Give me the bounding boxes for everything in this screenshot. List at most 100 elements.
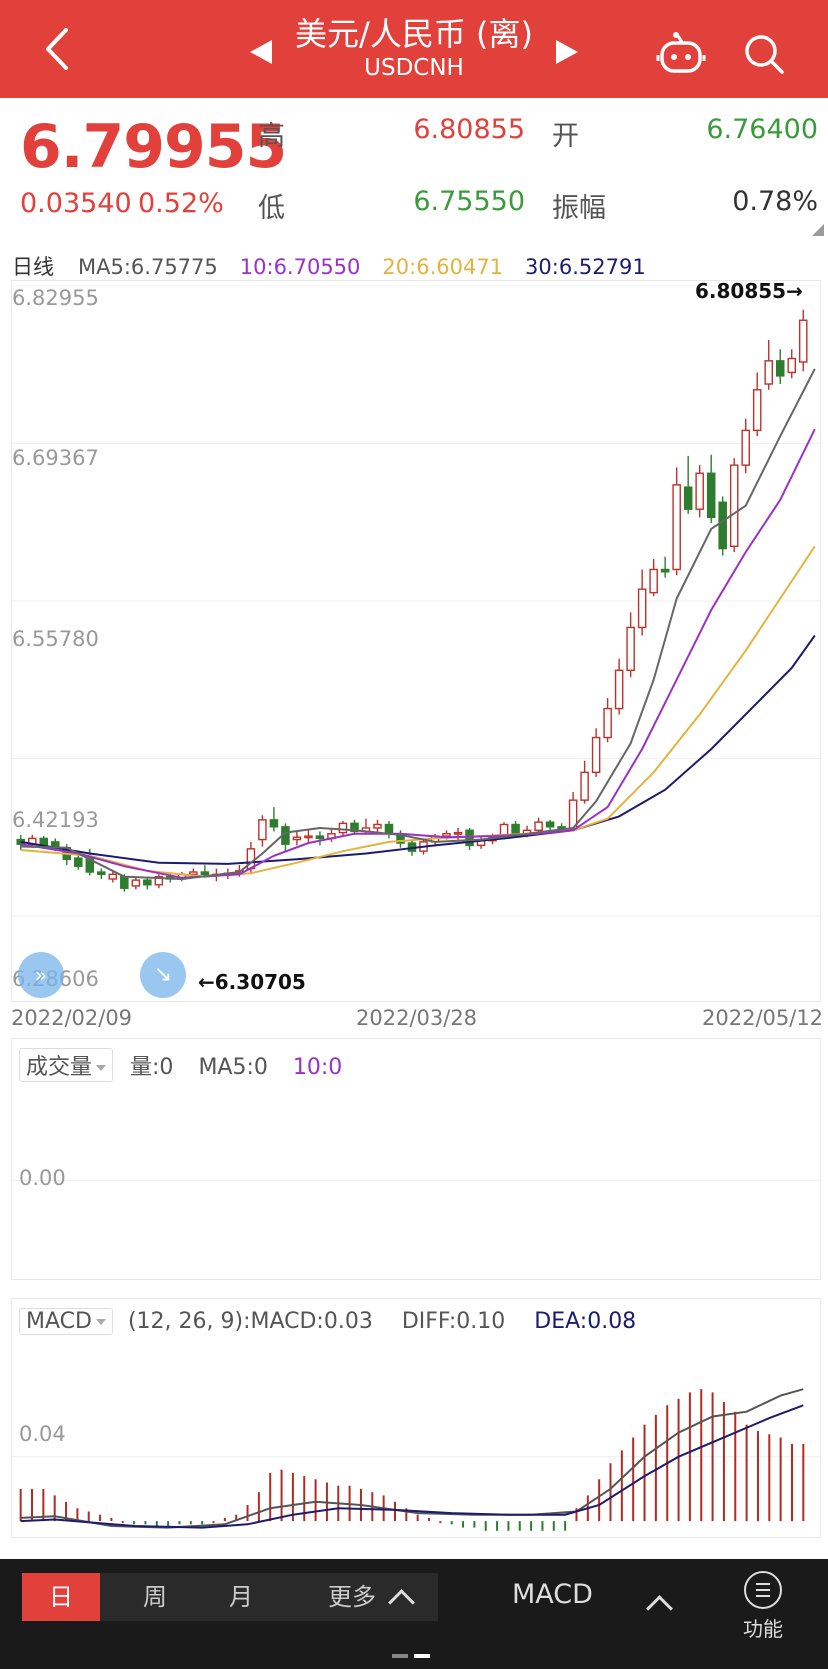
candle	[384, 823, 394, 835]
ma10-legend: 10:6.70550	[239, 255, 361, 279]
candle	[453, 831, 463, 835]
macd-dea: DEA:0.08	[534, 1309, 637, 1334]
y-tick: 6.55780	[12, 627, 99, 651]
candle	[74, 857, 83, 867]
candle	[120, 875, 129, 889]
page-dot-active	[414, 1654, 430, 1658]
period-label: 日线	[12, 255, 54, 279]
volume-selector[interactable]: 成交量	[19, 1048, 114, 1082]
tab-more[interactable]: 更多	[328, 1583, 376, 1611]
quote-panel: 6.79955 0.03540 0.52% 高 6.80855 开 6.7640…	[0, 98, 828, 248]
macd-diff: DIFF:0.10	[401, 1309, 506, 1334]
macd-params: (12, 26, 9):MACD:0.03	[127, 1309, 373, 1334]
x-tick: 2022/05/12	[702, 1006, 824, 1030]
top-bar: 美元/人民币 (离) USDCNH	[0, 0, 828, 98]
bottom-toolbar: 日 周 月 更多 MACD 功能	[0, 1559, 828, 1669]
candle	[442, 833, 451, 837]
expand-float-icon[interactable]: »	[18, 952, 64, 998]
candle	[614, 669, 624, 710]
macd-selector-label: MACD	[26, 1309, 92, 1334]
candle	[798, 319, 808, 363]
amplitude-value: 0.78%	[732, 186, 818, 217]
expand-corner-icon[interactable]	[812, 224, 824, 236]
ma-legend: 日线 MA5:6.75775 10:6.70550 20:6.60471 30:6.52…	[12, 251, 668, 281]
macd-chart[interactable]	[11, 1298, 821, 1538]
ma30-line	[20, 634, 816, 865]
search-icon[interactable]	[742, 32, 786, 76]
chevron-up-icon[interactable]	[646, 1595, 673, 1622]
candle	[649, 568, 658, 594]
price-chart-panel[interactable]	[11, 280, 821, 1002]
indicator-selector[interactable]: MACD	[512, 1579, 593, 1610]
candle	[775, 360, 785, 377]
candle	[511, 823, 520, 835]
gridline	[11, 1180, 821, 1181]
price-change-pct: 0.52%	[138, 188, 224, 219]
candle	[706, 472, 716, 519]
arrow-float-icon[interactable]: ↘	[140, 952, 186, 998]
candle	[39, 837, 49, 847]
macd-panel[interactable]	[11, 1298, 821, 1538]
candle	[269, 819, 279, 828]
dropdown-icon	[96, 1065, 107, 1071]
volume-ma10: 10:0	[292, 1055, 343, 1080]
symbol-code: USDCNH	[364, 55, 464, 81]
y-tick: 6.69367	[12, 446, 99, 470]
tab-day[interactable]: 日	[22, 1573, 100, 1621]
ma20-legend: 20:6.60471	[382, 255, 504, 279]
robot-icon[interactable]	[656, 30, 706, 76]
candle	[603, 707, 612, 739]
y-tick: 6.82955	[12, 286, 99, 310]
dea-line	[20, 1404, 804, 1529]
low-value: 6.75550	[413, 186, 525, 217]
candle	[534, 821, 543, 831]
period-tabs: 日 周 月 更多	[22, 1573, 438, 1621]
candle	[108, 873, 118, 880]
menu-icon	[744, 1571, 782, 1609]
y-tick: 6.42193	[12, 808, 99, 832]
volume-selector-label: 成交量	[26, 1055, 93, 1080]
macd-selector[interactable]: MACD	[19, 1308, 113, 1335]
candle	[718, 501, 727, 550]
title-block: 美元/人民币 (离) USDCNH	[0, 14, 828, 82]
candle	[683, 486, 693, 510]
candle	[741, 429, 750, 466]
candle	[637, 588, 647, 629]
volume-legend: 成交量 量:0 MA5:0 10:0	[19, 1048, 342, 1082]
candle	[258, 819, 267, 841]
amplitude-label: 振幅	[552, 193, 606, 224]
candle	[764, 360, 773, 385]
prev-arrow-icon[interactable]	[250, 40, 272, 64]
back-icon[interactable]	[38, 26, 78, 72]
ma20-line	[20, 545, 816, 878]
function-label: 功能	[743, 1617, 783, 1641]
ma30-legend: 30:6.52791	[525, 255, 646, 279]
candle	[729, 464, 739, 547]
chevron-up-icon[interactable]	[388, 1589, 415, 1616]
candle	[350, 822, 359, 833]
min-annotation: ←6.30705	[198, 970, 306, 994]
candle	[338, 822, 348, 834]
candle	[97, 871, 106, 876]
candle	[787, 357, 797, 374]
next-arrow-icon[interactable]	[556, 40, 578, 64]
candle	[189, 871, 198, 876]
ma5-line	[20, 368, 816, 881]
volume-panel[interactable]	[11, 1038, 821, 1280]
candle	[626, 626, 635, 672]
open-value: 6.76400	[706, 114, 818, 145]
candlestick-chart[interactable]	[11, 280, 821, 1002]
candle	[672, 484, 681, 571]
volume-ma5: MA5:0	[198, 1055, 268, 1080]
volume-y-tick: 0.00	[19, 1166, 66, 1190]
candle	[373, 823, 382, 829]
page-dot	[392, 1654, 408, 1658]
function-button[interactable]: 功能	[738, 1571, 788, 1642]
tab-month[interactable]: 月	[229, 1583, 253, 1611]
dropdown-icon	[95, 1319, 106, 1325]
candle	[580, 771, 589, 801]
page-indicator	[392, 1643, 436, 1662]
candle	[304, 835, 313, 839]
tab-week[interactable]: 周	[143, 1583, 167, 1611]
candle	[292, 836, 302, 841]
